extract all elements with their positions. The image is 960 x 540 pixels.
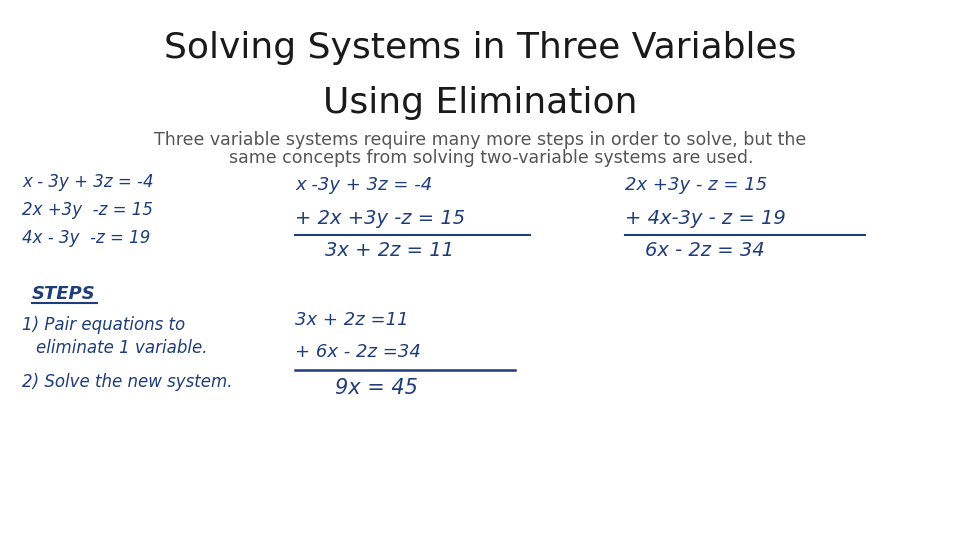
Text: 2) Solve the new system.: 2) Solve the new system. bbox=[22, 373, 232, 391]
Text: 6x - 2z = 34: 6x - 2z = 34 bbox=[645, 240, 764, 260]
Text: 2x +3y - z = 15: 2x +3y - z = 15 bbox=[625, 176, 767, 194]
Text: eliminate 1 variable.: eliminate 1 variable. bbox=[36, 339, 207, 357]
Text: + 2x +3y -z = 15: + 2x +3y -z = 15 bbox=[295, 208, 466, 227]
Text: 3x + 2z =11: 3x + 2z =11 bbox=[295, 311, 409, 329]
Text: same concepts from solving two-variable systems are used.: same concepts from solving two-variable … bbox=[206, 149, 754, 167]
Text: Three variable systems require many more steps in order to solve, but the: Three variable systems require many more… bbox=[154, 131, 806, 149]
Text: 1) Pair equations to: 1) Pair equations to bbox=[22, 316, 185, 334]
Text: x -3y + 3z = -4: x -3y + 3z = -4 bbox=[295, 176, 432, 194]
Text: + 6x - 2z =34: + 6x - 2z =34 bbox=[295, 343, 420, 361]
Text: + 4x-3y - z = 19: + 4x-3y - z = 19 bbox=[625, 208, 785, 227]
Text: Using Elimination: Using Elimination bbox=[323, 86, 637, 120]
Text: x - 3y + 3z = -4: x - 3y + 3z = -4 bbox=[22, 173, 154, 191]
Text: 3x + 2z = 11: 3x + 2z = 11 bbox=[325, 240, 454, 260]
Text: STEPS: STEPS bbox=[32, 285, 96, 303]
Text: 9x = 45: 9x = 45 bbox=[335, 378, 418, 398]
Text: Solving Systems in Three Variables: Solving Systems in Three Variables bbox=[164, 31, 796, 65]
Text: 4x - 3y  -z = 19: 4x - 3y -z = 19 bbox=[22, 229, 151, 247]
Text: 2x +3y  -z = 15: 2x +3y -z = 15 bbox=[22, 201, 153, 219]
